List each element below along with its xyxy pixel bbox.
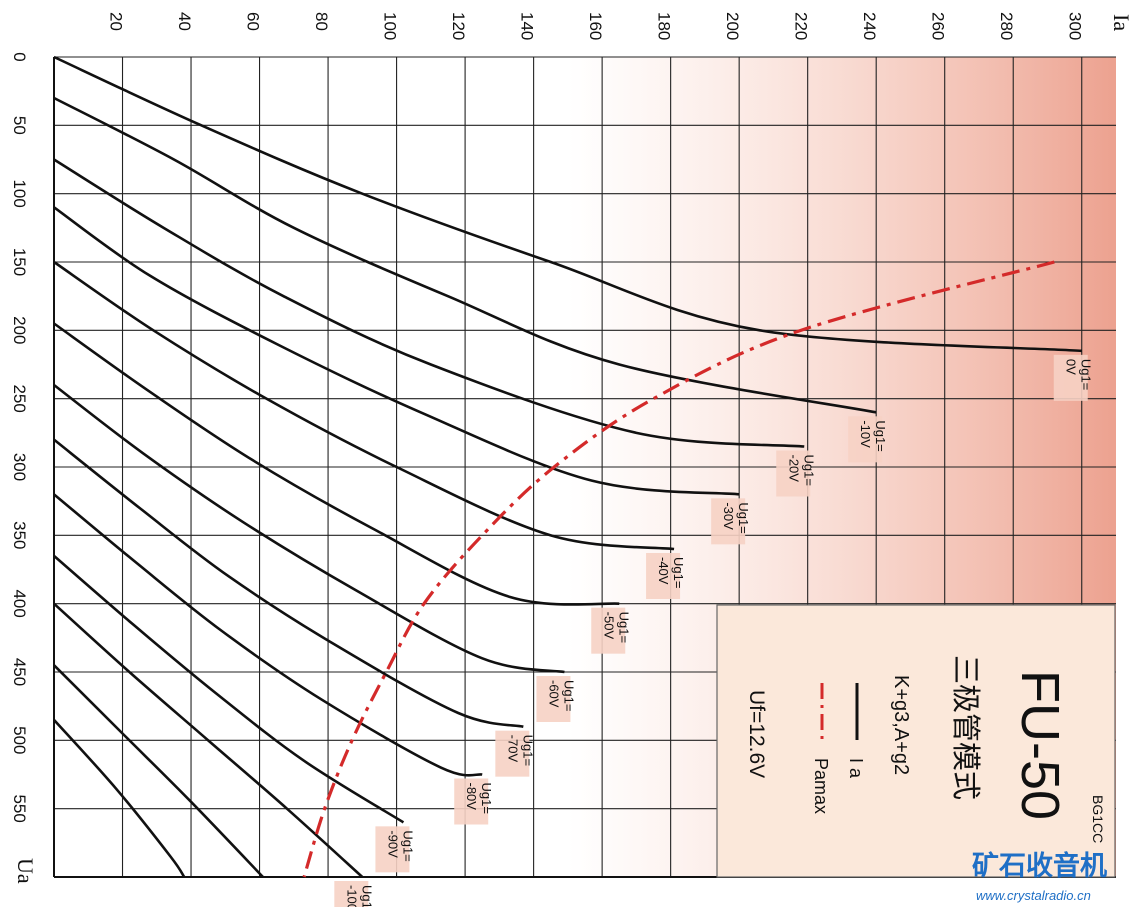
- y-tick-label: 40: [175, 12, 194, 31]
- x-tick-label: 400: [10, 589, 29, 617]
- curve-label-line: Ug1=: [801, 455, 816, 486]
- x-tick-label: 550: [10, 794, 29, 822]
- ia-curve: [53, 664, 264, 878]
- x-tick-label: 0: [10, 52, 29, 61]
- chart-title: FU-50: [1010, 670, 1070, 820]
- curve-label-bg: [375, 826, 410, 873]
- axis-ticks: 0 50 100 150 200 250 300 350 400 450 500 550 20 40 60 8…: [10, 12, 1085, 823]
- curve-label-line: -90V: [385, 830, 400, 858]
- pamax-curve: [302, 260, 1055, 878]
- info-panel: FU-50 三极管模式 K+g3,A+g2 I a Pamax Uf=12.6V…: [716, 604, 1116, 878]
- curve-label-line: Ug1=: [520, 735, 535, 766]
- y-tick-label: 60: [244, 12, 263, 31]
- ia-curve: [53, 322, 620, 606]
- x-axis-title: Ua: [13, 858, 38, 884]
- y-tick-label: 280: [997, 12, 1016, 40]
- curve-label-bg: [536, 676, 571, 722]
- info-panel-box: [716, 604, 1116, 878]
- curve-label-line: -100V: [344, 885, 359, 907]
- curve-label-line: -20V: [786, 455, 801, 483]
- curve-label-bg: [1053, 354, 1088, 401]
- corner-code: BG1CC: [1090, 795, 1106, 843]
- x-tick-label: 200: [10, 316, 29, 344]
- curve-label-line: -10V: [858, 420, 873, 448]
- curve-label-line: -50V: [601, 612, 616, 640]
- ia-curve: [53, 438, 524, 728]
- curve-label-bg: [591, 607, 626, 654]
- curve-label-line: 0V: [1064, 359, 1079, 375]
- ia-curve: [53, 158, 805, 448]
- curve-label-bg: [776, 450, 811, 497]
- ia-curve: [53, 260, 675, 551]
- curve-label-bg: [848, 416, 883, 463]
- watermark-url: www.crystalradio.cn: [976, 888, 1091, 903]
- curve-label-bg: [454, 778, 489, 825]
- chart-subtitle: 三极管模式: [949, 655, 982, 800]
- curve-label-bg: [495, 730, 530, 777]
- curve-label-bg: [646, 553, 681, 599]
- curve-label-line: -80V: [464, 783, 479, 811]
- curve-label-line: Ug1=: [359, 885, 374, 907]
- ia-curve: [53, 55, 1082, 353]
- y-tick-label: 120: [449, 12, 468, 40]
- curve-label-bg: [711, 498, 746, 545]
- x-tick-label: 300: [10, 453, 29, 481]
- curve-label-line: Ug1=: [1079, 359, 1094, 390]
- ia-curves: [53, 55, 1082, 878]
- curve-label-line: Ug1=: [736, 502, 751, 533]
- y-axis-title: Ia: [1109, 14, 1134, 31]
- ia-curve: [53, 206, 740, 496]
- y-tick-label: 240: [860, 12, 879, 40]
- x-tick-label: 500: [10, 726, 29, 754]
- ia-curve: [53, 554, 405, 824]
- y-tick-label: 200: [723, 12, 742, 40]
- y-tick-label: 20: [107, 12, 126, 31]
- curve-label-line: Ug1=: [479, 783, 494, 814]
- x-tick-label: 150: [10, 248, 29, 276]
- legend-ia-label: I a: [846, 758, 866, 779]
- x-tick-label: 50: [10, 116, 29, 135]
- y-tick-label: 220: [792, 12, 811, 40]
- curve-label-line: Ug1=: [873, 420, 888, 451]
- curve-label-line: -60V: [546, 680, 561, 708]
- ia-curve: [53, 602, 364, 878]
- curve-label-line: Ug1=: [671, 557, 686, 588]
- ia-curve: [53, 718, 186, 878]
- y-tick-label: 80: [312, 12, 331, 31]
- curve-label-bg: [334, 881, 369, 907]
- curve-label-line: -70V: [505, 735, 520, 763]
- curve-label-line: -40V: [656, 557, 671, 585]
- y-tick-label: 300: [1066, 12, 1085, 40]
- curve-labels: Ug1=0VUg1=-10VUg1=-20VUg1=-30VUg1=-40VUg…: [334, 354, 1094, 907]
- ia-curve: [53, 383, 565, 674]
- pamax-line: [302, 260, 1055, 878]
- curve-label-line: -30V: [721, 502, 736, 530]
- y-tick-label: 100: [381, 12, 400, 40]
- y-tick-label: 160: [586, 12, 605, 40]
- x-tick-label: 100: [10, 179, 29, 207]
- x-tick-label: 450: [10, 658, 29, 686]
- x-tick-label: 250: [10, 384, 29, 412]
- legend-pamax-label: Pamax: [811, 758, 831, 814]
- watermark-cn: 矿石收音机: [972, 850, 1107, 882]
- curve-label-line: Ug1=: [561, 680, 576, 711]
- y-tick-label: 140: [518, 12, 537, 40]
- filament-text: Uf=12.6V: [745, 690, 768, 778]
- ia-curve: [53, 493, 483, 777]
- x-tick-label: 350: [10, 521, 29, 549]
- y-tick-label: 180: [655, 12, 674, 40]
- curve-label-line: Ug1=: [616, 612, 631, 643]
- ia-curve: [53, 96, 877, 414]
- y-tick-label: 260: [929, 12, 948, 40]
- curve-label-line: Ug1=: [400, 830, 415, 861]
- connection-text: K+g3,A+g2: [890, 675, 912, 775]
